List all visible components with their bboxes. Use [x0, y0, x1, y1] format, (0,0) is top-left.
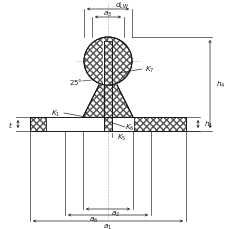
Bar	[104, 42, 112, 131]
Text: $a_6$: $a_6$	[89, 215, 98, 224]
Bar	[104, 42, 112, 86]
Polygon shape	[112, 86, 132, 117]
Text: $d_{LW}$: $d_{LW}$	[114, 1, 129, 11]
Bar	[30, 117, 46, 131]
Bar	[104, 42, 112, 86]
Bar	[104, 42, 112, 131]
Text: $K_6$: $K_6$	[125, 122, 134, 133]
Polygon shape	[83, 86, 104, 117]
Text: $t$: $t$	[8, 120, 13, 129]
Bar	[134, 117, 185, 131]
Text: $a_1$: $a_1$	[103, 221, 112, 229]
Text: $h_4$: $h_4$	[215, 79, 224, 90]
Bar	[103, 42, 112, 86]
Text: $h_1$: $h_1$	[203, 119, 212, 130]
Text: $25°$: $25°$	[69, 77, 82, 87]
Text: $K_7$: $K_7$	[145, 65, 154, 75]
Text: $a_3$: $a_3$	[103, 9, 112, 19]
Text: $K_5$: $K_5$	[117, 132, 126, 142]
Bar	[134, 117, 185, 131]
Circle shape	[84, 38, 131, 86]
Text: $a_2$: $a_2$	[111, 208, 120, 218]
Bar	[30, 117, 185, 131]
Text: $K_1$: $K_1$	[51, 108, 60, 119]
Bar	[30, 117, 46, 131]
